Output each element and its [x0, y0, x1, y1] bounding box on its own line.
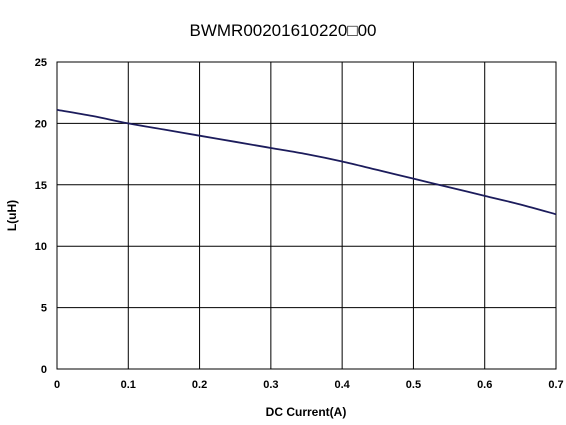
series-layer	[56, 109, 557, 216]
grid-lines	[56, 61, 557, 370]
y-tick-labels: 0 5 10 15 20 25	[35, 57, 47, 376]
y-tick-label: 10	[35, 241, 47, 253]
y-tick-label: 15	[35, 180, 47, 192]
x-tick-label: 0.6	[477, 379, 492, 391]
series-line	[56, 109, 557, 216]
y-tick-label: 25	[35, 57, 47, 69]
plot-frame	[56, 61, 557, 370]
y-tick-label: 5	[41, 303, 47, 315]
x-tick-label: 0.1	[121, 379, 136, 391]
x-tick-label: 0.5	[406, 379, 421, 391]
x-tick-label: 0.3	[263, 379, 278, 391]
x-tick-label: 0.2	[192, 379, 207, 391]
x-tick-labels: 0 0.1 0.2 0.3 0.4 0.5 0.6 0.7	[54, 379, 564, 391]
y-axis-label: L(uH)	[5, 200, 19, 231]
y-tick-label: 0	[41, 364, 47, 376]
x-tick-label: 0.7	[548, 379, 563, 391]
x-tick-label: 0	[54, 379, 60, 391]
x-axis-label: DC Current(A)	[266, 405, 347, 419]
x-tick-label: 0.4	[334, 379, 350, 391]
chart-title: BWMR00201610220□00	[190, 21, 377, 40]
y-tick-label: 20	[35, 118, 47, 130]
